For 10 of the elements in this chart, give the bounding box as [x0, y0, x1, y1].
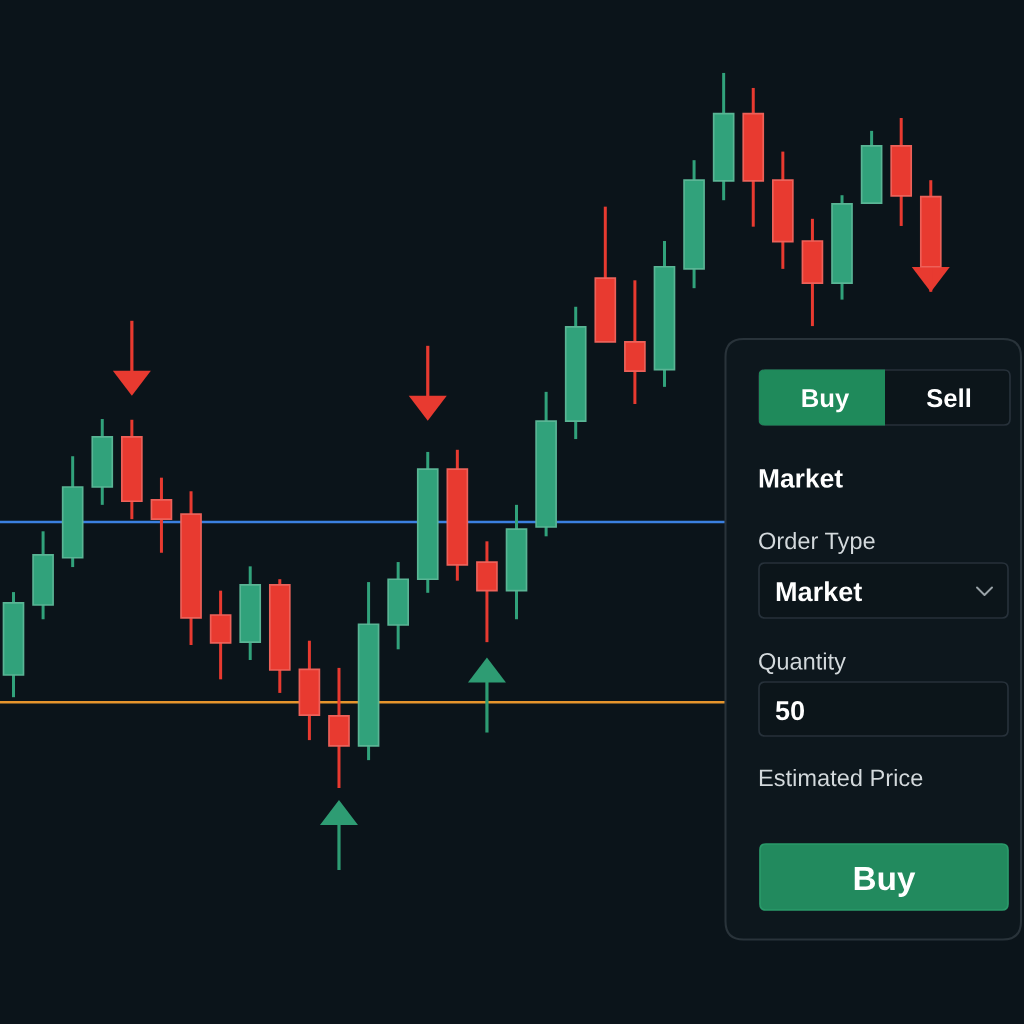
- annotation: Order Type: [759, 531, 875, 554]
- candlestick: [150, 477, 173, 553]
- annotation: Quantity: [759, 652, 846, 675]
- annotation: Market: [759, 468, 843, 488]
- text: Buy: [854, 867, 916, 897]
- annotation: Buy: [802, 389, 850, 413]
- annotation: Market: [776, 581, 862, 602]
- annotation: Sell: [926, 388, 971, 408]
- annotation: Estimated Price: [759, 768, 923, 787]
- annotation: 50: [775, 701, 805, 721]
